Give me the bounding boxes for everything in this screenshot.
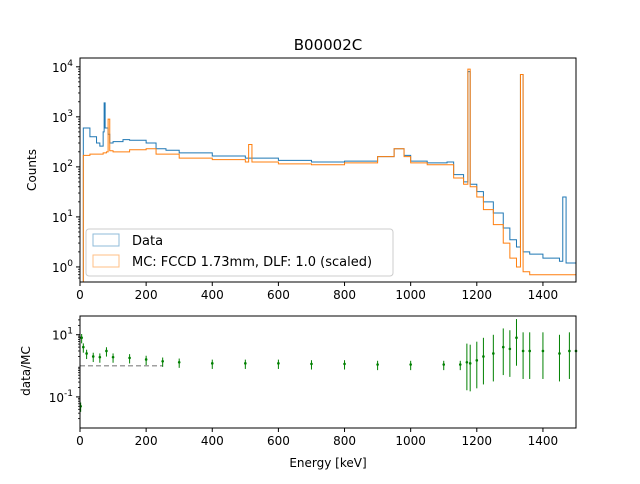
bottom-x-tick-label: 800 [333,434,356,448]
top-y-axis-label: Counts [25,149,39,191]
top-x-tick-label: 800 [333,288,356,302]
bottom-x-tick-label: 1200 [462,434,493,448]
bottom-x-tick-label: 200 [135,434,158,448]
bottom-x-tick-label: 1400 [528,434,559,448]
ratio-point [475,359,479,362]
legend: Data MC: FCCD 1.73mm, DLF: 1.0 (scaled) [85,228,394,277]
ratio-point [343,362,346,366]
ratio-point [568,349,571,353]
top-x-tick-label: 600 [267,288,290,302]
top-y-tick-label: 104 [52,59,73,75]
ratio-point [465,360,469,364]
ratio-point [210,362,214,365]
bottom-x-tick-label: 0 [76,434,84,448]
ratio-point [91,355,95,358]
ratio-point [528,349,532,353]
bottom-y-tick-label: 10-1 [49,389,73,405]
legend-box [85,228,394,277]
ratio-point [244,362,247,365]
ratio-point [482,355,485,358]
ratio-point [310,362,313,366]
bottom-y-tick-label: 101 [52,327,73,343]
bottom-y-axis-label: data/MC [19,346,33,396]
ratio-point [177,360,181,364]
ratio-point [492,352,495,355]
top-y-tick-label: 103 [52,109,73,125]
ratio-point [105,349,108,353]
ratio-point [161,359,164,363]
ratio-point [521,349,525,353]
top-x-tick-label: 0 [76,288,84,302]
top-x-tick-label: 1000 [395,288,426,302]
top-axes-frame [79,57,577,283]
ratio-point [409,363,412,366]
ratio-point [468,362,472,365]
top-plot-area [80,68,577,283]
legend-label-mc: MC: FCCD 1.73mm, DLF: 1.0 (scaled) [132,255,372,270]
legend-swatch-mc [92,254,120,268]
ratio-point [111,355,115,359]
top-x-tick-label: 200 [135,288,158,302]
ratio-point [458,363,462,366]
top-x-tick-label: 1200 [462,288,493,302]
top-axis-ticks: 0 200 400 600 800 1000 1200 1400 100 101 102 103 104 [52,59,558,302]
bottom-x-tick-label: 400 [201,434,224,448]
legend-label-data: Data [132,234,163,249]
series-mc-line [80,68,577,283]
ratio-point [144,358,148,361]
ratio-point [501,345,505,349]
bottom-axis-ticks: 0 200 400 600 800 1000 1200 1400 10-1 101 [49,319,559,448]
ratio-point [98,355,102,359]
bottom-x-tick-label: 600 [267,434,290,448]
top-title: B00002C [294,36,362,54]
ratio-point [541,349,545,353]
bottom-x-axis-label: Energy [keV] [289,456,366,470]
legend-swatch-data [92,233,120,247]
ratio-point [82,345,85,349]
top-y-tick-label: 101 [52,209,73,225]
top-x-tick-label: 1400 [528,288,559,302]
ratio-point [442,363,446,366]
bottom-x-tick-label: 1000 [395,434,426,448]
ratio-point [515,336,518,340]
ratio-point [508,347,512,351]
ratio-point [376,363,379,366]
ratio-point [558,352,561,355]
top-x-tick-label: 400 [201,288,224,302]
ratio-point [80,336,83,340]
ratio-point [85,352,88,355]
top-y-tick-label: 100 [52,259,73,275]
ratio-point [128,356,131,360]
bottom-axes-frame [79,315,577,429]
ratio-point [277,362,280,365]
top-y-tick-label: 102 [52,159,73,175]
